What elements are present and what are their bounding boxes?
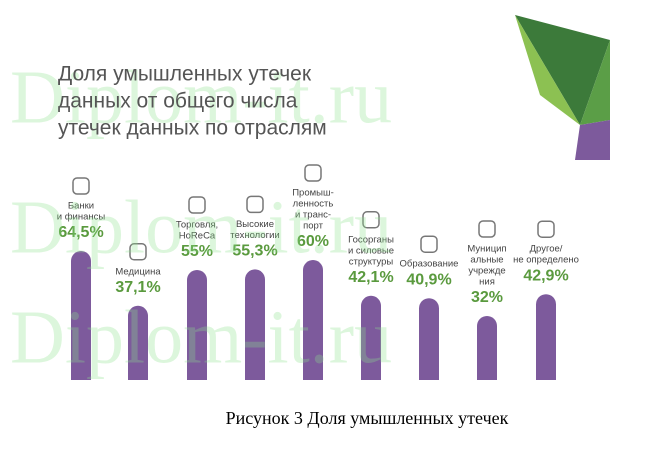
value-label: 40,9%: [406, 271, 451, 288]
bar: [303, 260, 323, 380]
category-label: технологии: [230, 230, 279, 241]
bar: [245, 269, 265, 380]
category-label: и транс-: [295, 210, 331, 221]
value-label: 55,3%: [232, 243, 277, 260]
icon: [246, 195, 264, 214]
chart-title: утечек данных по отраслям: [58, 117, 327, 140]
bar: [187, 270, 207, 380]
chart-title: Доля умышленных утечек: [58, 63, 312, 86]
icon: [304, 164, 322, 182]
decoration: [575, 120, 610, 160]
value-label: 32%: [471, 289, 503, 306]
decoration: [515, 15, 610, 125]
value-label: 42,9%: [523, 267, 568, 284]
chart-title: данных от общего числа: [58, 90, 298, 113]
category-label: Банки: [68, 201, 94, 212]
bar: [361, 295, 381, 380]
bar: [71, 251, 91, 380]
category-label: Торговля,: [176, 220, 218, 231]
category-label: не определено: [513, 255, 579, 266]
category-label: Другое/: [530, 244, 563, 255]
category-label: Госорганы: [348, 234, 394, 245]
watermark: Diplom-it.ru: [10, 55, 392, 139]
bar: [419, 298, 439, 380]
category-label: альные: [470, 255, 503, 266]
category-label: HoReCa: [179, 231, 216, 242]
icon: [72, 177, 90, 195]
category-label: Промыш-: [292, 188, 334, 199]
value-label: 55%: [181, 243, 213, 260]
value-label: 37,1%: [115, 279, 160, 296]
decoration: [515, 15, 580, 125]
category-label: и финансы: [57, 212, 106, 223]
value-label: 42,1%: [348, 269, 393, 286]
category-label: структуры: [349, 256, 394, 267]
category-label: учрежде: [468, 266, 505, 277]
bar: [477, 316, 497, 380]
icon: [129, 243, 147, 261]
category-label: ния: [479, 277, 495, 288]
decoration: [580, 40, 610, 125]
category-label: ленность: [293, 199, 334, 210]
icon: [362, 211, 380, 229]
category-label: Медицина: [115, 266, 161, 277]
watermark: Diplom-it.ru: [10, 185, 392, 269]
category-label: порт: [303, 221, 324, 232]
icon: [188, 196, 206, 214]
icon: [478, 220, 496, 238]
category-label: Образование: [400, 259, 459, 270]
icon: [420, 235, 438, 253]
icon: [537, 220, 555, 238]
watermark: Diplom-it.ru: [10, 295, 392, 379]
value-label: 64,5%: [58, 224, 103, 241]
caption: Рисунок 3 Доля умышленных утечек: [226, 408, 509, 428]
category-label: Муницип: [467, 244, 506, 255]
category-label: и силовые: [348, 245, 394, 256]
category-label: Высокие: [236, 219, 274, 230]
bar: [536, 294, 556, 380]
value-label: 60%: [297, 233, 329, 250]
bar: [128, 305, 148, 380]
